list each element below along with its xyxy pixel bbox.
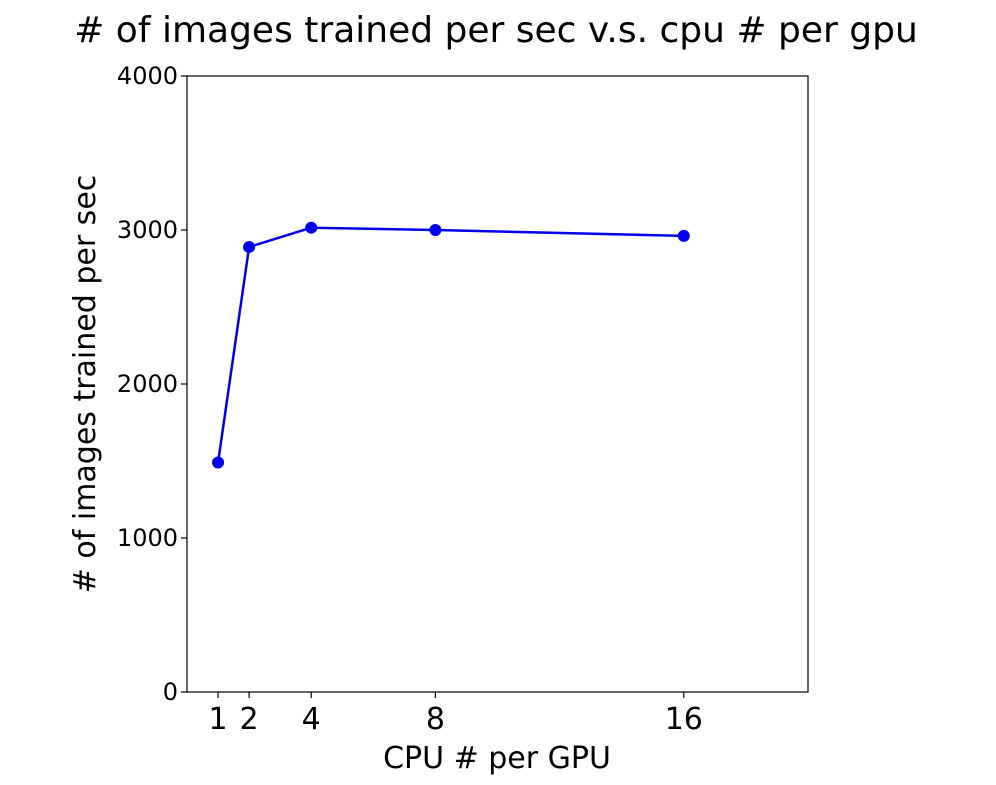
- plot-area: [186, 75, 809, 693]
- y-tick-label: 4000: [117, 62, 178, 90]
- y-tick-label: 3000: [117, 216, 178, 244]
- series-line: [216, 226, 684, 463]
- data-point: [429, 224, 442, 236]
- x-tick-label: 2: [240, 702, 259, 737]
- x-axis: 1 2 4 8 16: [209, 692, 703, 737]
- data-point: [677, 229, 690, 242]
- y-tick-label: 1000: [117, 524, 178, 552]
- x-tick-label: 16: [665, 702, 703, 737]
- data-point: [243, 240, 256, 253]
- x-tick-label: 1: [209, 702, 228, 737]
- x-tick-label: 4: [302, 702, 321, 737]
- y-tick-label: 0: [163, 678, 178, 706]
- y-tick-label: 2000: [117, 370, 178, 398]
- x-axis-label: CPU # per GPU: [383, 741, 611, 776]
- data-point: [305, 221, 318, 234]
- x-tick-label: 8: [426, 702, 445, 737]
- y-axis-label: # of images trained per sec: [68, 175, 103, 594]
- chart-title: # of images trained per sec v.s. cpu # p…: [74, 10, 918, 51]
- y-axis: 0 1000 2000 3000 4000: [117, 62, 187, 706]
- data-point: [212, 456, 225, 469]
- series-line-group: [212, 221, 690, 469]
